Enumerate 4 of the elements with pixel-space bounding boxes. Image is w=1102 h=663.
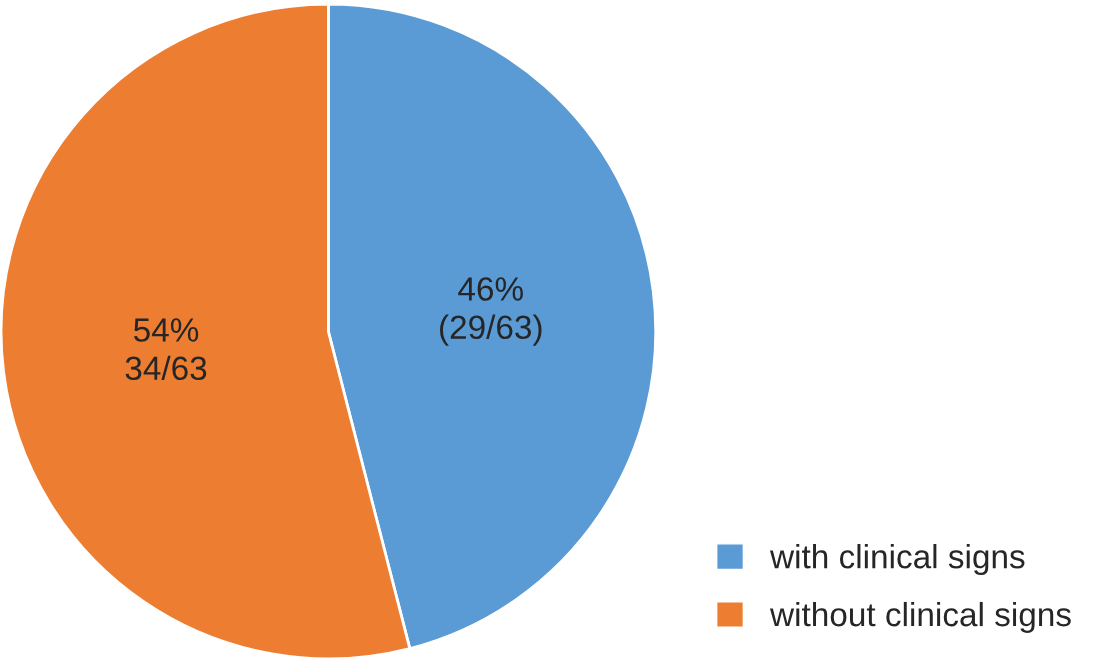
legend-label: without clinical signs — [769, 601, 1071, 633]
data-label: 46% (29/63) — [440, 277, 542, 346]
legend-label: with clinical signs — [769, 544, 1025, 576]
data-label: 54% 34/63 — [125, 318, 207, 381]
